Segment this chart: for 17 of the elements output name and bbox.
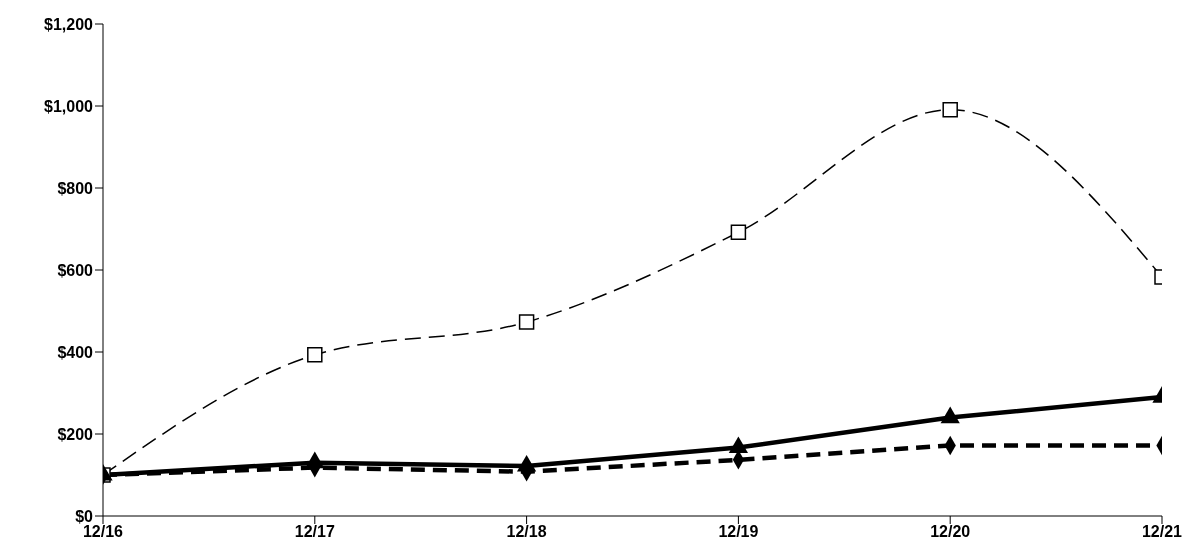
x-tick-label: 12/20 — [930, 523, 971, 541]
point — [730, 224, 747, 241]
x-tick-label: 12/16 — [82, 523, 124, 541]
x-tick-label: 12/19 — [718, 523, 759, 541]
y-tick-label: $400 — [57, 343, 94, 361]
point — [942, 101, 958, 118]
point — [518, 314, 535, 330]
y-tick-label: $1,000 — [44, 97, 94, 115]
x-tick-label: 12/17 — [294, 523, 335, 541]
x-tick-label: 12/18 — [506, 523, 547, 541]
y-tick-label: $0 — [75, 507, 94, 525]
x-tick-label: 12/21 — [1141, 523, 1183, 541]
point — [307, 347, 323, 363]
y-tick-label: $800 — [57, 179, 94, 197]
y-tick-label: $1,200 — [44, 15, 94, 33]
y-tick-label: $200 — [57, 425, 94, 443]
y-tick-label: $600 — [57, 261, 94, 279]
